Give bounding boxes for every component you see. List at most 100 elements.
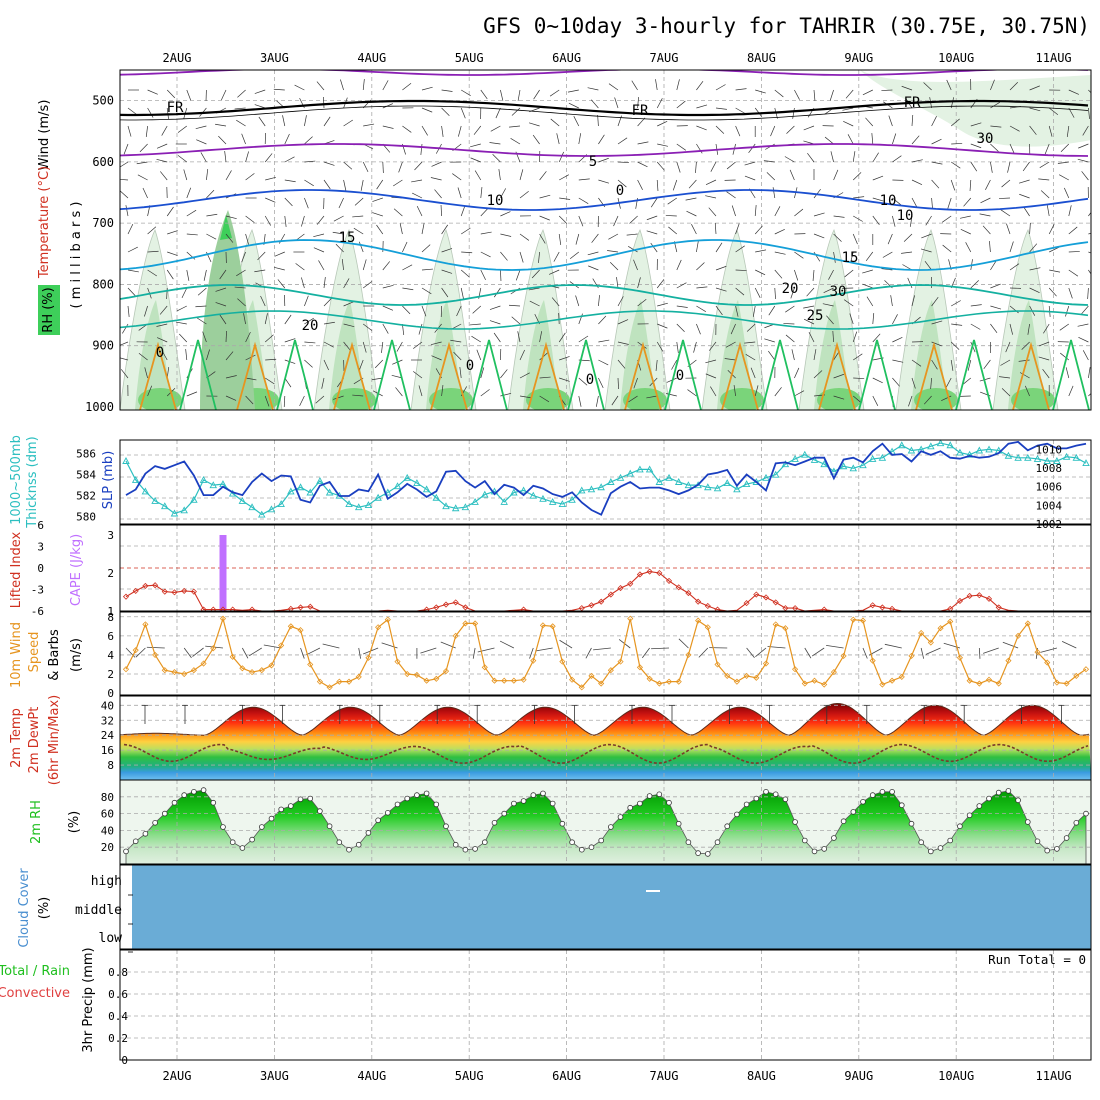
surface-wind-barb: [477, 647, 495, 653]
wind-barb: [931, 320, 943, 325]
wind-barb: [476, 349, 482, 361]
wind-barb: [125, 205, 129, 217]
wind-barb: [637, 117, 646, 127]
top-date-label: 9AUG: [844, 51, 873, 65]
wind-barb: [853, 196, 865, 199]
surface-wind-barb: [651, 647, 670, 650]
rh-axis: 80 60 40 20: [101, 791, 114, 854]
rh-marker: [617, 814, 624, 820]
wind-barb: [147, 250, 159, 253]
wind-barb: [245, 395, 254, 405]
surface-wind-barb: [358, 647, 362, 659]
wind-barb: [431, 161, 442, 167]
wind-barb: [225, 351, 234, 361]
wind-barb: [708, 207, 717, 217]
slp-grid: [120, 440, 1091, 524]
wind-barb: [1038, 178, 1050, 181]
wind-barb: [803, 305, 815, 309]
rh-marker: [278, 806, 285, 813]
wind-barb: [265, 197, 276, 203]
wind-barb: [911, 115, 914, 127]
temp-contour-line: [761, 339, 799, 410]
temp-contour-line: [120, 189, 1089, 211]
wind-barb: [923, 395, 932, 405]
temp-tick-label: 32: [101, 714, 114, 727]
wind-barb: [304, 317, 314, 325]
rh-marker: [995, 789, 1002, 796]
thickness-marker: [558, 500, 567, 507]
li-tick-label: -3: [31, 584, 44, 597]
wind-barb: [127, 305, 130, 317]
wind-barb: [609, 261, 619, 271]
wind-speed-marker: [850, 616, 857, 623]
wind-barb: [726, 161, 736, 170]
surface-wind-barb: [472, 647, 476, 659]
upper-wind-barbs: [120, 78, 1091, 408]
thickness-marker: [461, 503, 470, 511]
rh-marker: [559, 820, 566, 827]
wind-barb: [456, 305, 462, 317]
wind-barb: [295, 263, 305, 271]
wind-barb: [950, 341, 960, 350]
top-date-label: 3AUG: [260, 51, 289, 65]
wind-barb: [196, 317, 207, 325]
wind-barb: [808, 332, 815, 343]
wind-barb: [637, 179, 643, 190]
rh-marker: [1005, 788, 1012, 794]
ylabel-total-rain: Total / Rain: [0, 964, 70, 979]
rh-marker: [714, 839, 721, 845]
wind-barb: [967, 359, 972, 371]
rh-marker: [782, 796, 789, 803]
wind-barb: [755, 269, 766, 276]
li-tick-label: 3: [37, 541, 44, 554]
wind-barb: [215, 302, 227, 307]
rh-marker: [986, 795, 992, 802]
wind-barb: [218, 135, 227, 145]
wind-barb: [882, 251, 893, 258]
wind-barb: [340, 79, 344, 91]
wind-barb: [550, 118, 560, 127]
wind-barb: [362, 323, 373, 331]
wind-barb: [989, 241, 991, 253]
wind-barb: [139, 143, 148, 153]
wind-speed-marker: [617, 658, 624, 665]
wind-barb: [519, 190, 529, 199]
wind-barb: [923, 82, 932, 91]
li-marker: [646, 568, 653, 575]
wind-barb: [265, 176, 276, 181]
wind-barb: [316, 81, 325, 91]
wind-barb: [219, 314, 227, 325]
wind-barb: [1088, 211, 1091, 217]
wind-barb: [245, 151, 249, 163]
contour-label: 10: [897, 208, 914, 224]
wind-barb: [931, 116, 937, 127]
wind-barb: [833, 215, 845, 218]
wind-barb: [245, 354, 256, 361]
wind-speed-marker: [656, 680, 663, 687]
wind-barb: [492, 153, 501, 163]
wind-barb: [990, 125, 1002, 128]
rh-marker: [685, 839, 692, 845]
wind-barb: [304, 359, 313, 368]
wind-barb: [892, 377, 900, 387]
wind-barb: [510, 138, 521, 145]
wind-barb: [946, 79, 952, 91]
wind-barb: [343, 278, 350, 289]
wind-barb: [176, 305, 187, 312]
wind-speed-marker: [278, 642, 285, 649]
wind-barb: [844, 269, 854, 278]
wind-speed-marker: [161, 667, 168, 674]
surface-wind-barb: [529, 647, 534, 659]
rh-marker: [355, 841, 362, 848]
li-marker: [772, 599, 779, 606]
wind-barb: [225, 170, 232, 181]
cloud-axis: high middle low: [75, 874, 133, 953]
wind-barb: [595, 395, 599, 407]
wind-barb: [225, 233, 234, 243]
wind-barb: [637, 161, 648, 168]
wind-barb: [313, 233, 325, 238]
wind-barb: [744, 175, 756, 181]
rh-marker: [404, 795, 411, 802]
rh-marker: [734, 811, 740, 818]
wind-barb: [413, 341, 423, 349]
